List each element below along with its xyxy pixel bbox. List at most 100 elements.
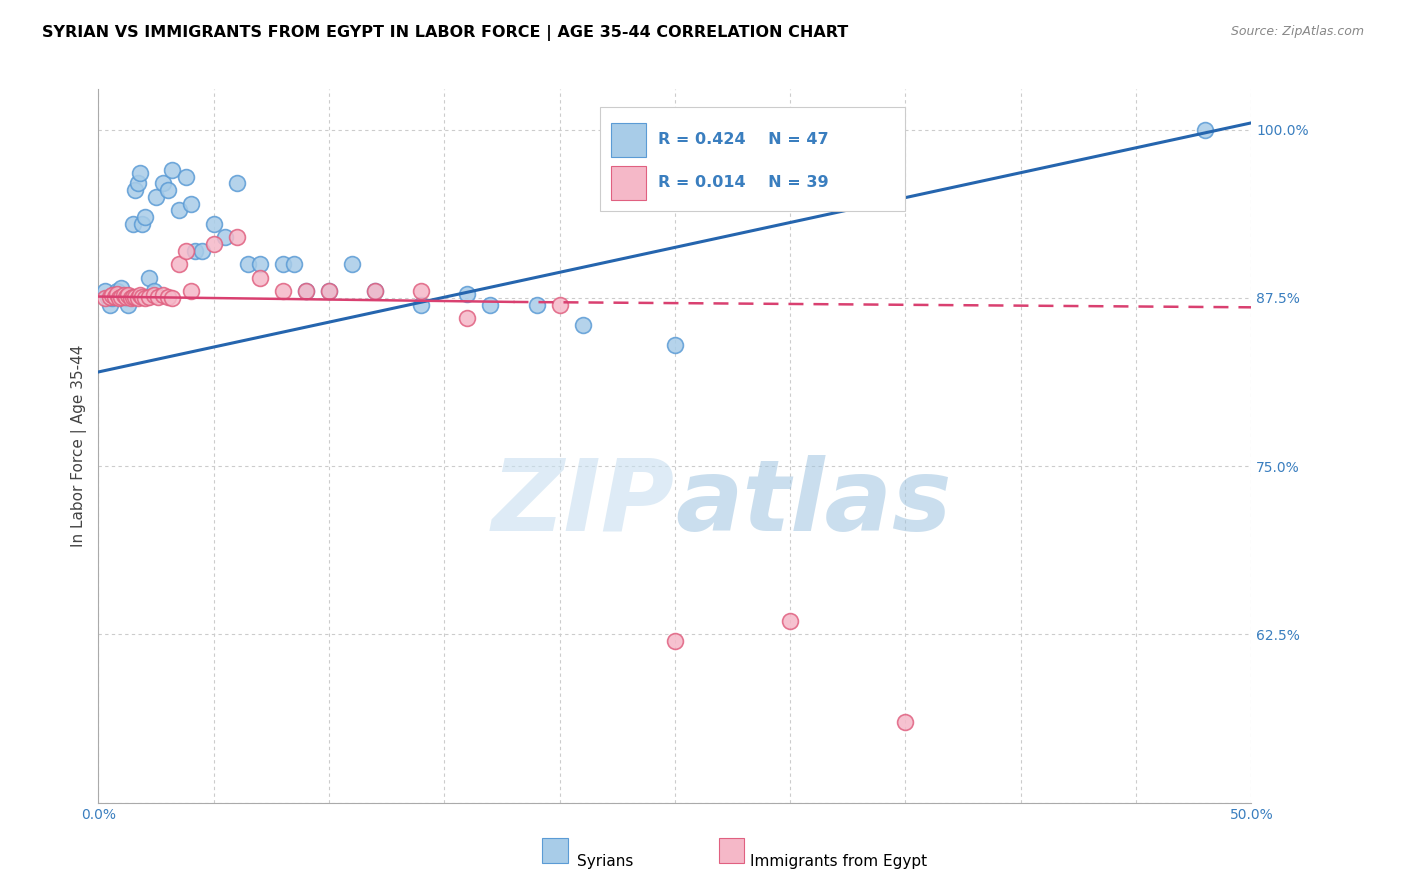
Point xyxy=(122,217,145,231)
Point xyxy=(117,298,139,312)
Point xyxy=(148,289,170,303)
Point xyxy=(108,291,131,305)
Point xyxy=(225,177,247,191)
Point xyxy=(97,291,120,305)
Point xyxy=(571,318,593,332)
Point xyxy=(271,257,294,271)
Point xyxy=(142,284,165,298)
Point xyxy=(142,288,165,302)
Point xyxy=(295,284,318,298)
Point xyxy=(779,614,801,628)
Point xyxy=(180,284,202,298)
Point xyxy=(364,284,387,298)
Text: Immigrants from Egypt: Immigrants from Egypt xyxy=(749,855,927,869)
Point xyxy=(94,291,117,305)
Point xyxy=(134,291,156,305)
Point xyxy=(134,210,156,224)
Text: atlas: atlas xyxy=(675,455,952,551)
Point xyxy=(129,166,152,180)
Point xyxy=(456,311,478,326)
Point xyxy=(167,257,190,271)
Point xyxy=(115,291,138,305)
Point xyxy=(202,237,225,252)
Point xyxy=(122,289,145,303)
Point xyxy=(364,284,387,298)
Point xyxy=(108,289,131,303)
Bar xyxy=(718,838,744,863)
Point xyxy=(271,284,294,298)
Point xyxy=(238,257,260,271)
Point xyxy=(184,244,207,258)
Point xyxy=(295,284,318,298)
Point xyxy=(103,286,125,301)
Point xyxy=(120,289,142,303)
Point xyxy=(127,177,149,191)
Point xyxy=(526,298,548,312)
Point xyxy=(411,284,433,298)
Point xyxy=(152,288,174,302)
Point xyxy=(98,289,121,303)
Point xyxy=(105,284,128,298)
Point xyxy=(664,338,686,352)
Point xyxy=(152,177,174,191)
Point xyxy=(479,298,502,312)
Point xyxy=(138,270,160,285)
Point xyxy=(131,217,153,231)
Point xyxy=(124,183,146,197)
Point xyxy=(156,289,179,303)
Point xyxy=(129,288,152,302)
Point xyxy=(101,288,124,302)
Point xyxy=(191,244,214,258)
Bar xyxy=(612,123,645,157)
Point xyxy=(249,270,271,285)
Point xyxy=(411,298,433,312)
Point xyxy=(105,286,128,301)
Point xyxy=(1194,122,1216,136)
Point xyxy=(98,298,121,312)
Point xyxy=(115,289,138,303)
FancyBboxPatch shape xyxy=(600,107,905,211)
Text: Syrians: Syrians xyxy=(576,855,633,869)
Point xyxy=(318,284,340,298)
Point xyxy=(214,230,236,244)
Text: R = 0.014    N = 39: R = 0.014 N = 39 xyxy=(658,175,828,190)
Bar xyxy=(612,166,645,200)
Bar xyxy=(543,838,568,863)
Point xyxy=(112,289,135,303)
Point xyxy=(124,289,146,303)
Point xyxy=(548,298,571,312)
Point xyxy=(664,634,686,648)
Point xyxy=(456,286,478,301)
Point xyxy=(103,289,125,303)
Point xyxy=(131,289,153,303)
Point xyxy=(101,291,124,305)
Point xyxy=(120,291,142,305)
Point xyxy=(117,288,139,302)
Y-axis label: In Labor Force | Age 35-44: In Labor Force | Age 35-44 xyxy=(72,345,87,547)
Point xyxy=(340,257,363,271)
Point xyxy=(110,289,132,303)
Point xyxy=(138,289,160,303)
Point xyxy=(318,284,340,298)
Point xyxy=(94,284,117,298)
Point xyxy=(225,230,247,244)
Point xyxy=(249,257,271,271)
Point xyxy=(167,203,190,218)
Point xyxy=(145,190,167,204)
Text: R = 0.424    N = 47: R = 0.424 N = 47 xyxy=(658,132,828,147)
Text: Source: ZipAtlas.com: Source: ZipAtlas.com xyxy=(1230,25,1364,38)
Point xyxy=(112,288,135,302)
Point xyxy=(127,291,149,305)
Point xyxy=(110,281,132,295)
Point xyxy=(894,714,917,729)
Point xyxy=(156,183,179,197)
Point xyxy=(174,169,197,184)
Point xyxy=(160,163,183,178)
Point xyxy=(160,291,183,305)
Text: ZIP: ZIP xyxy=(492,455,675,551)
Point xyxy=(180,196,202,211)
Point xyxy=(202,217,225,231)
Text: SYRIAN VS IMMIGRANTS FROM EGYPT IN LABOR FORCE | AGE 35-44 CORRELATION CHART: SYRIAN VS IMMIGRANTS FROM EGYPT IN LABOR… xyxy=(42,25,848,41)
Point xyxy=(283,257,305,271)
Point xyxy=(174,244,197,258)
